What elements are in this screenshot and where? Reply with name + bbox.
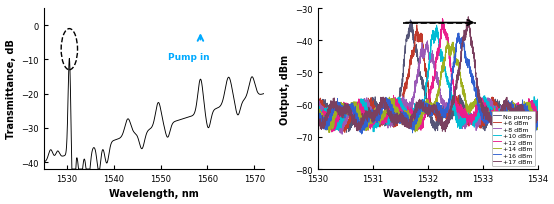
+17 dBm xyxy=(535,115,541,117)
+6 dBm xyxy=(408,55,415,58)
+10 dBm xyxy=(408,112,415,115)
+17 dBm xyxy=(529,132,535,135)
+14 dBm xyxy=(315,115,321,118)
+16 dBm xyxy=(315,116,321,119)
Line: +17 dBm: +17 dBm xyxy=(318,18,538,134)
+8 dBm xyxy=(530,118,537,121)
+10 dBm xyxy=(506,131,512,133)
X-axis label: Wavelength, nm: Wavelength, nm xyxy=(383,188,473,198)
+17 dBm xyxy=(506,110,513,113)
+8 dBm xyxy=(399,105,406,108)
+6 dBm xyxy=(413,24,420,27)
+10 dBm xyxy=(340,111,346,114)
+10 dBm xyxy=(535,104,541,107)
+12 dBm xyxy=(507,116,514,118)
+6 dBm xyxy=(514,134,521,136)
+6 dBm xyxy=(535,106,541,108)
Line: +12 dBm: +12 dBm xyxy=(318,19,538,132)
+16 dBm xyxy=(353,123,360,125)
Y-axis label: Transmittance, dB: Transmittance, dB xyxy=(6,39,16,139)
+17 dBm xyxy=(399,117,406,120)
+6 dBm xyxy=(506,110,513,112)
+17 dBm xyxy=(530,122,537,125)
+12 dBm xyxy=(353,102,360,105)
+12 dBm xyxy=(399,117,406,119)
Line: +14 dBm: +14 dBm xyxy=(318,42,538,133)
+14 dBm xyxy=(530,115,537,117)
+10 dBm xyxy=(507,127,514,129)
+12 dBm xyxy=(439,18,446,21)
+14 dBm xyxy=(444,41,450,43)
+10 dBm xyxy=(315,115,321,117)
+12 dBm xyxy=(340,109,346,111)
+17 dBm xyxy=(340,117,346,120)
+6 dBm xyxy=(340,125,346,127)
+12 dBm xyxy=(329,131,335,134)
+16 dBm xyxy=(399,113,406,116)
+6 dBm xyxy=(353,111,360,113)
+12 dBm xyxy=(315,116,321,119)
+14 dBm xyxy=(340,106,346,109)
+8 dBm xyxy=(339,133,346,136)
+8 dBm xyxy=(507,124,514,126)
+16 dBm xyxy=(340,106,346,108)
+17 dBm xyxy=(408,119,415,121)
+16 dBm xyxy=(507,108,514,110)
Line: No pump: No pump xyxy=(318,21,538,133)
+10 dBm xyxy=(433,25,440,27)
+10 dBm xyxy=(530,103,537,106)
No pump xyxy=(315,109,321,111)
Line: +6 dBm: +6 dBm xyxy=(318,26,538,135)
Legend: No pump, +6 dBm, +8 dBm, +10 dBm, +12 dBm, +14 dBm, +16 dBm, +17 dBm: No pump, +6 dBm, +8 dBm, +10 dBm, +12 dB… xyxy=(491,112,535,166)
Line: +16 dBm: +16 dBm xyxy=(318,34,538,134)
+16 dBm xyxy=(535,123,541,126)
Line: +10 dBm: +10 dBm xyxy=(318,26,538,132)
No pump xyxy=(407,20,414,22)
+17 dBm xyxy=(353,118,360,121)
+8 dBm xyxy=(424,40,431,43)
No pump xyxy=(343,131,350,134)
+16 dBm xyxy=(358,133,365,136)
Line: +8 dBm: +8 dBm xyxy=(318,42,538,135)
+10 dBm xyxy=(399,106,406,109)
No pump xyxy=(409,22,416,24)
+8 dBm xyxy=(353,112,360,114)
+10 dBm xyxy=(353,110,360,112)
+8 dBm xyxy=(315,103,321,106)
+8 dBm xyxy=(535,103,541,105)
+14 dBm xyxy=(326,132,332,134)
+6 dBm xyxy=(399,100,406,103)
+14 dBm xyxy=(507,111,514,113)
No pump xyxy=(507,112,514,114)
Text: Pump in: Pump in xyxy=(168,53,209,62)
+8 dBm xyxy=(408,106,415,108)
+14 dBm xyxy=(399,112,406,114)
+12 dBm xyxy=(408,119,415,121)
+12 dBm xyxy=(530,103,537,106)
+16 dBm xyxy=(455,33,462,35)
No pump xyxy=(535,115,541,117)
No pump xyxy=(353,114,360,116)
+17 dBm xyxy=(465,16,471,19)
No pump xyxy=(399,81,406,83)
Y-axis label: Output, dBm: Output, dBm xyxy=(280,54,290,124)
No pump xyxy=(340,114,346,116)
No pump xyxy=(530,113,537,116)
+6 dBm xyxy=(530,113,537,115)
+14 dBm xyxy=(408,121,415,123)
+16 dBm xyxy=(408,125,415,128)
+14 dBm xyxy=(353,103,360,105)
X-axis label: Wavelength, nm: Wavelength, nm xyxy=(109,188,198,198)
+12 dBm xyxy=(535,119,541,121)
+6 dBm xyxy=(315,101,321,104)
+16 dBm xyxy=(530,122,537,124)
+14 dBm xyxy=(535,121,541,124)
+8 dBm xyxy=(340,126,346,129)
+17 dBm xyxy=(315,119,321,121)
